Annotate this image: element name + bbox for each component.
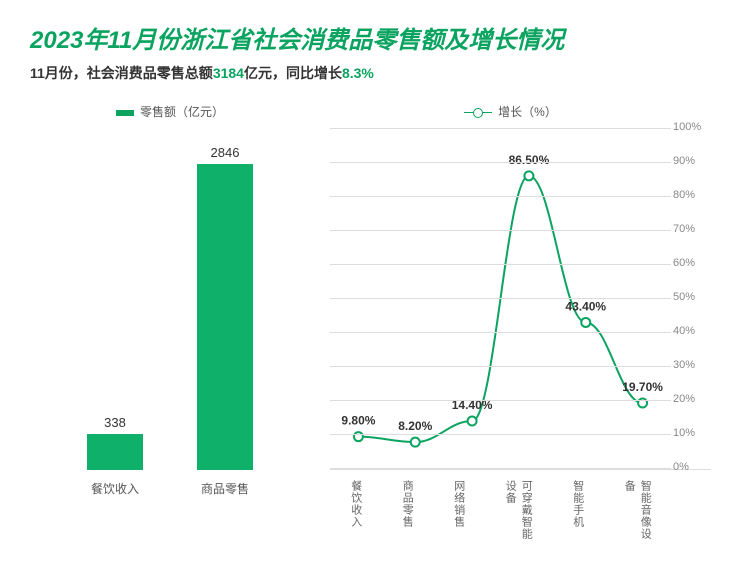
legend-bar-swatch [116,110,134,116]
line-point-label: 9.80% [341,414,375,428]
y-tick-label: 80% [673,189,707,201]
gridline: 0% [330,468,671,469]
gridline: 70% [330,230,671,231]
bar-chart: 338 2846 餐饮收入 商品零售 [30,130,310,550]
line-x-label: 可穿戴智能设备 [502,480,534,540]
bar-group-0: 338 [75,415,155,470]
line-point-label: 86.50% [509,153,550,167]
subtitle: 11月份，社会消费品零售总额3184亿元，同比增长8.3% [30,63,711,83]
subtitle-mid: 亿元，同比增长 [244,65,342,81]
legend-line: 增长（%） [310,103,711,120]
y-tick-label: 50% [673,291,707,303]
line-x-labels: 餐饮收入 商品零售 网络销售 可穿戴智能设备 智能手机 智能音像设备 [330,470,671,540]
line-x-label: 商品零售 [399,480,415,540]
legend-row: 零售额（亿元） 增长（%） [30,103,711,120]
subtitle-value-1: 3184 [213,65,244,81]
y-tick-label: 70% [673,223,707,235]
gridline: 30% [330,366,671,367]
bar-0 [87,434,143,470]
line-point-label: 43.40% [565,299,606,313]
gridline: 80% [330,196,671,197]
line-x-label: 智能音像设备 [621,480,653,540]
y-tick-label: 100% [673,121,707,133]
gridline: 10% [330,434,671,435]
y-tick-label: 10% [673,427,707,439]
bar-plot-area: 338 2846 [30,130,310,470]
gridline: 20% [330,400,671,401]
legend-line-label: 增长（%） [498,105,557,119]
y-tick-label: 90% [673,155,707,167]
bar-x-label-1: 商品零售 [185,480,265,497]
gridline: 100% [330,128,671,129]
gridline: 90% [330,162,671,163]
legend-bar: 零售额（亿元） [30,103,310,120]
bar-value-0: 338 [104,415,126,430]
line-chart: 9.80%8.20%14.40%86.50%43.40%19.70% 0%10%… [310,130,711,550]
y-tick-label: 40% [673,325,707,337]
y-tick-label: 20% [673,393,707,405]
gridline: 60% [330,264,671,265]
y-tick-label: 30% [673,359,707,371]
legend-line-swatch [464,107,492,119]
line-point-label: 8.20% [398,419,432,433]
line-marker [581,318,590,327]
line-x-label: 智能手机 [570,480,586,540]
bar-group-1: 2846 [185,145,265,470]
gridline: 50% [330,298,671,299]
line-point-label: 19.70% [622,380,663,394]
bar-x-labels: 餐饮收入 商品零售 [30,470,310,497]
gridline: 40% [330,332,671,333]
page-title: 2023年11月份浙江省社会消费品零售额及增长情况 [30,20,711,55]
subtitle-prefix: 11月份，社会消费品零售总额 [30,65,213,81]
bar-x-label-0: 餐饮收入 [75,480,155,497]
line-x-label: 网络销售 [451,480,467,540]
subtitle-value-2: 8.3% [342,65,374,81]
line-marker [411,438,420,447]
y-tick-label: 60% [673,257,707,269]
legend-bar-label: 零售额（亿元） [140,105,224,119]
line-marker [468,417,477,426]
bar-value-1: 2846 [211,145,240,160]
line-plot-svg: 9.80%8.20%14.40%86.50%43.40%19.70% [330,130,671,469]
line-plot-area: 9.80%8.20%14.40%86.50%43.40%19.70% 0%10%… [330,130,711,470]
line-marker [524,171,533,180]
line-x-label: 餐饮收入 [348,480,364,540]
y-tick-label: 0% [673,461,707,473]
bar-1 [197,164,253,470]
